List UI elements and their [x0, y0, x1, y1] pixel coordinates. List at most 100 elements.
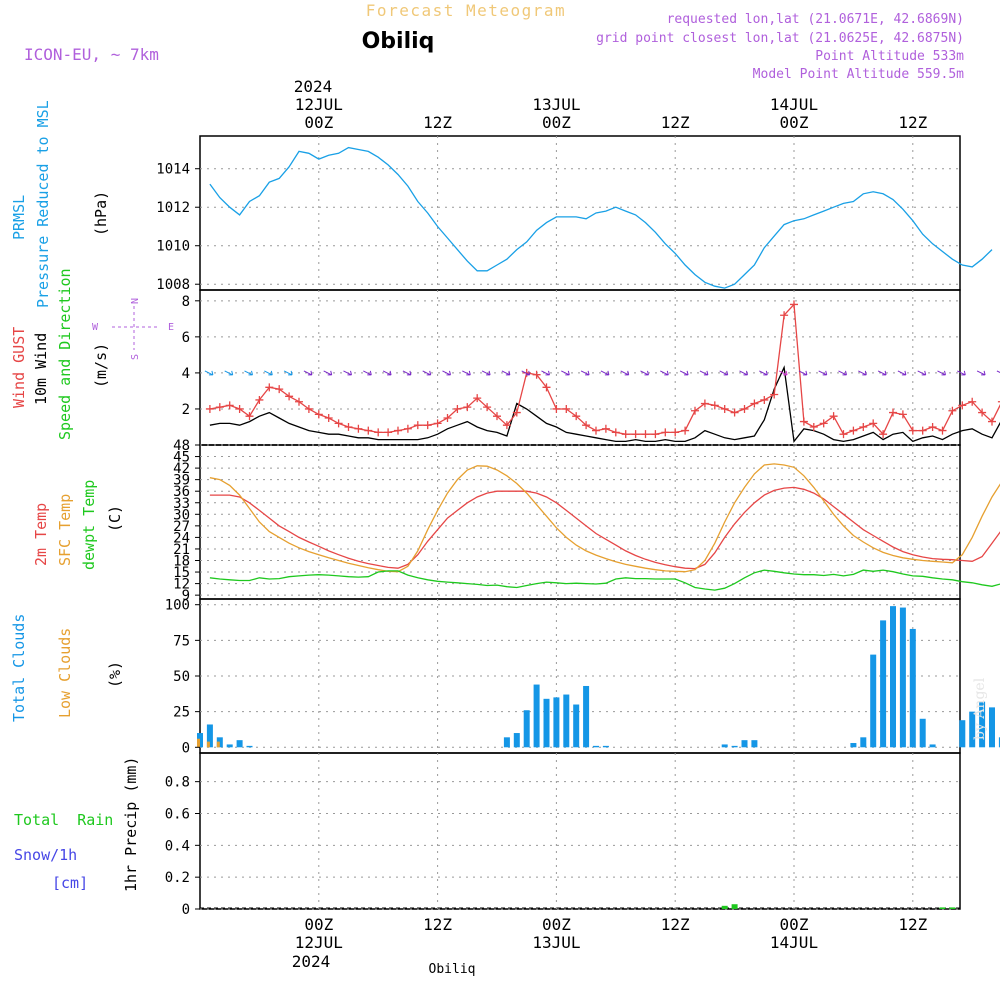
gust-marker [265, 383, 274, 392]
total-clouds-label: Total Clouds [10, 614, 28, 722]
wind-line [209, 365, 1000, 444]
gust-marker [443, 413, 452, 422]
gust-marker [493, 412, 501, 421]
gust-marker [790, 300, 798, 309]
gust-marker [799, 417, 808, 426]
rain-bar [731, 904, 738, 909]
low-cloud-bar [216, 741, 220, 748]
low-cloud-bar [206, 741, 210, 748]
total-cloud-bar [959, 720, 966, 748]
y-tick-label: 15 [173, 565, 190, 581]
y-tick-label: 0 [182, 902, 190, 918]
total-cloud-bar [741, 740, 748, 748]
gust-marker [334, 419, 343, 428]
bottom-time-label: 00Z [304, 915, 333, 934]
gust-marker [948, 406, 957, 415]
gust-marker [215, 403, 224, 412]
temp-unit: (C) [106, 505, 124, 532]
pressure-labels: PRMSL Pressure Reduced to MSL (hPa) [10, 100, 110, 308]
bottom-time-label: 00Z [780, 915, 809, 934]
gust-marker [275, 385, 284, 394]
gust-marker [661, 428, 670, 437]
y-tick-label: 21 [173, 542, 190, 558]
gust-marker [245, 412, 254, 421]
top-time-label: 12Z [661, 113, 690, 132]
gust-marker [453, 404, 462, 413]
y-tick-label: 0.8 [165, 775, 190, 791]
gust-marker [681, 426, 690, 435]
gust-marker [295, 397, 303, 406]
wind-arrow [917, 370, 927, 376]
snow-unit-label: [cm] [52, 874, 88, 892]
total-cloud-bar [553, 697, 560, 748]
y-tick-label: 27 [173, 519, 190, 535]
wind-arrow [818, 370, 828, 376]
y-tick-label: 0.4 [165, 838, 190, 854]
y-tick-label: 36 [173, 484, 190, 500]
top-date-label: 12JUL [295, 95, 343, 114]
panel-frame [199, 752, 961, 910]
wind-arrow [422, 370, 432, 376]
top-date-label: 14JUL [770, 95, 818, 114]
top-time-label: 12Z [898, 113, 927, 132]
wind-arrow [402, 370, 412, 376]
bottom-year: 2024 [292, 952, 331, 971]
y-tick-label: 0.6 [165, 806, 190, 822]
gust-marker [780, 311, 789, 320]
requested-coords: requested lon,lat (21.0671E, 42.6869N) [667, 12, 964, 27]
total-cloud-bar [860, 737, 867, 748]
wind-arrow [996, 370, 1000, 374]
total-cloud-bar [880, 620, 887, 748]
total-cloud-bar [890, 606, 896, 748]
gust-marker [512, 408, 521, 417]
total-cloud-bar [593, 745, 599, 748]
bottom-time-label: 12Z [661, 915, 690, 934]
y-tick-label: 18 [173, 554, 190, 570]
dewpt-line [209, 569, 1000, 591]
gust-marker [304, 404, 313, 413]
gust-marker [918, 426, 927, 435]
top-time-label: 00Z [304, 113, 333, 132]
total-cloud-bar [909, 628, 916, 748]
gust-marker [631, 430, 640, 439]
gust-marker [205, 404, 214, 413]
precip-labels: Total Rain Snow/1h [cm] 1hr Precip (mm) [14, 757, 140, 892]
wind-arrow [521, 370, 531, 376]
model-altitude: Model Point Altitude 559.5m [753, 67, 964, 82]
gust-marker [592, 426, 600, 435]
y-tick-label: 1014 [156, 162, 190, 178]
y-tick-label: 30 [173, 507, 190, 523]
y-tick-label: 4 [182, 366, 190, 382]
gust-marker [809, 422, 818, 431]
wind-arrow [283, 370, 293, 376]
temp-labels: 2m Temp SFC Temp dewpt Temp (C) [32, 480, 124, 570]
gust-marker [463, 403, 472, 412]
gust-marker [394, 426, 402, 435]
gust-marker [849, 426, 858, 435]
pressure-label-desc: Pressure Reduced to MSL [34, 100, 52, 308]
total-cloud-bar [563, 694, 570, 748]
rain-bar [939, 907, 946, 909]
bottom-time-label: 00Z [542, 915, 571, 934]
wind-arrow [640, 370, 649, 376]
gust-marker [889, 408, 897, 417]
total-cloud-bar [226, 744, 233, 748]
wind-arrow [759, 370, 768, 376]
panel-frame [199, 289, 961, 446]
gust-marker [829, 412, 838, 421]
gust-marker [928, 422, 937, 431]
product-title: Forecast Meteogram [366, 1, 566, 20]
snow-label: Snow/1h [14, 846, 77, 864]
gridpoint-coords: grid point closest lon,lat (21.0625E, 42… [596, 31, 964, 46]
y-tick-label: 25 [173, 705, 190, 721]
y-tick-label: 2 [182, 402, 190, 418]
precip-unit: 1hr Precip (mm) [122, 757, 140, 892]
gust-marker [235, 404, 244, 413]
wind-arrow [719, 370, 729, 376]
pressure-line [209, 146, 993, 289]
pressure-unit: (hPa) [92, 191, 110, 236]
gust-marker [740, 404, 749, 413]
wind-arrow [343, 370, 352, 376]
